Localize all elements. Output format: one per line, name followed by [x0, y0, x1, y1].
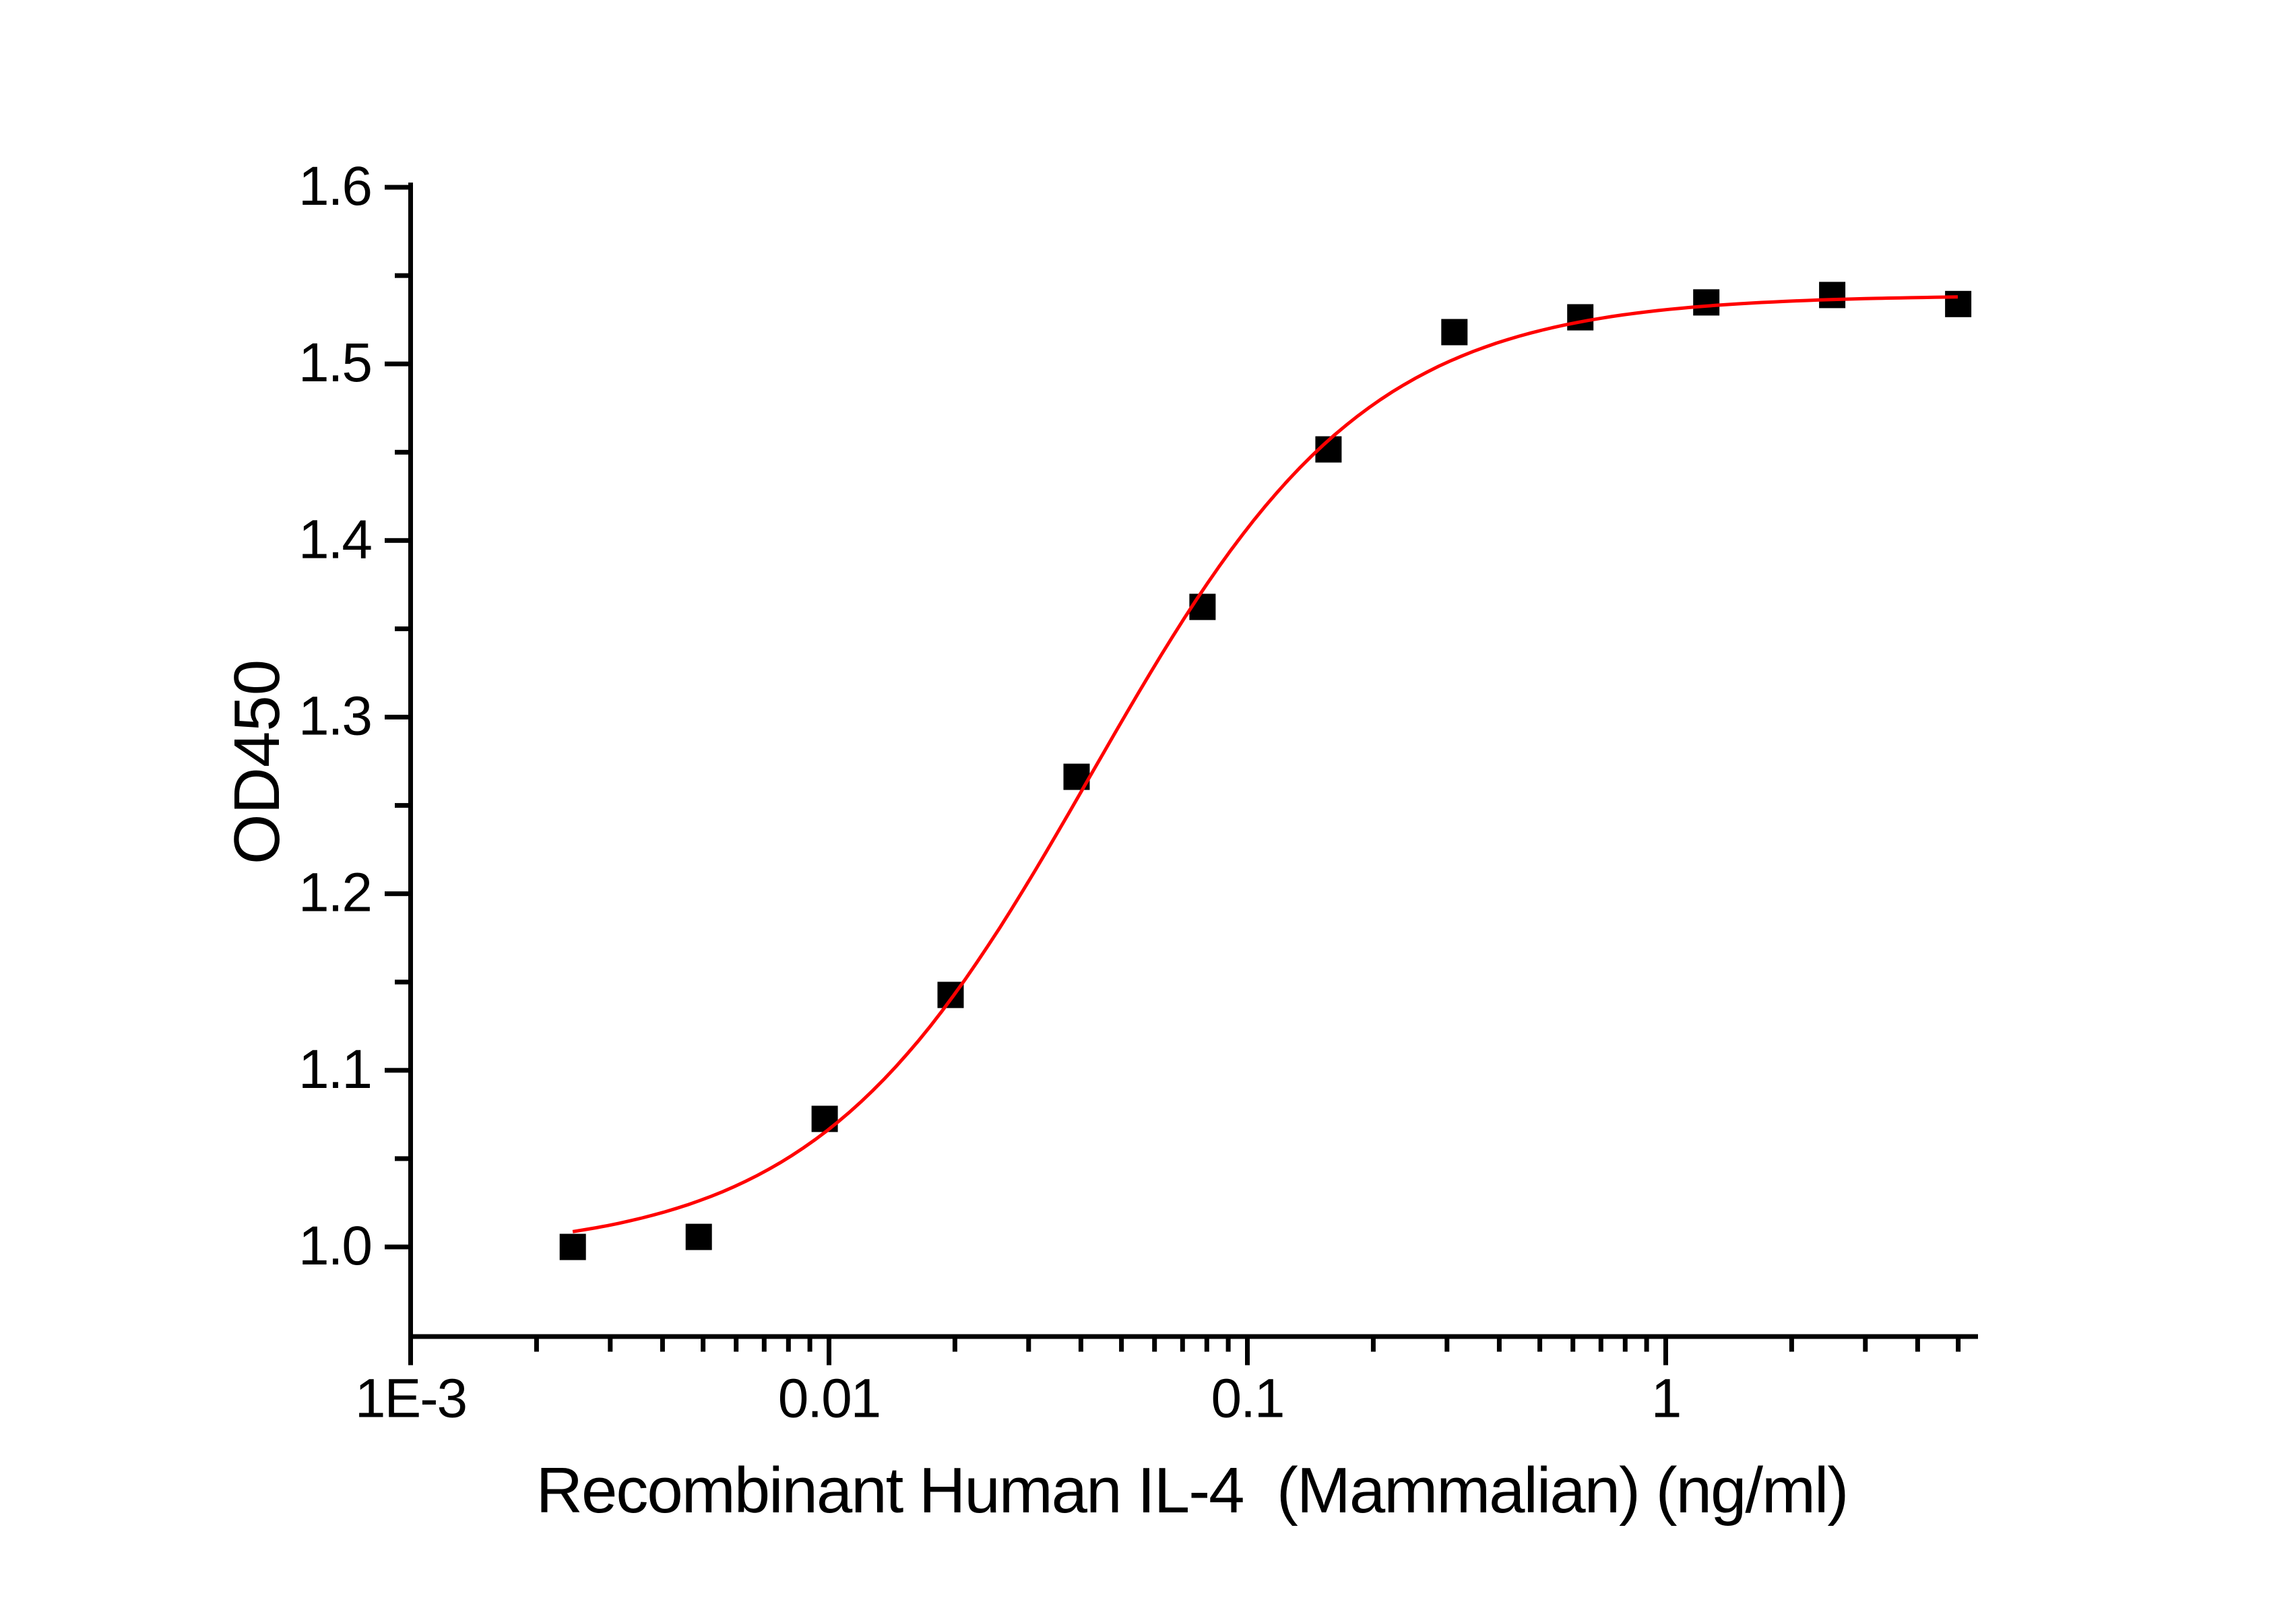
- svg-text:1.4: 1.4: [298, 509, 371, 570]
- svg-text:1: 1: [1651, 1368, 1681, 1430]
- svg-text:1.6: 1.6: [298, 156, 371, 217]
- svg-text:1.3: 1.3: [298, 686, 371, 747]
- svg-text:OD450: OD450: [221, 660, 293, 864]
- svg-text:Recombinant Human IL-4 (Mamma: Recombinant Human IL-4 (Mammalian) (ng/m…: [536, 1454, 1848, 1527]
- svg-text:0.1: 0.1: [1211, 1368, 1284, 1430]
- svg-text:1.1: 1.1: [298, 1039, 371, 1100]
- svg-text:1.5: 1.5: [298, 332, 371, 393]
- svg-text:0.01: 0.01: [778, 1368, 881, 1430]
- svg-text:1.2: 1.2: [298, 862, 371, 924]
- svg-text:1E-3: 1E-3: [355, 1368, 466, 1430]
- svg-text:1.0: 1.0: [298, 1215, 371, 1277]
